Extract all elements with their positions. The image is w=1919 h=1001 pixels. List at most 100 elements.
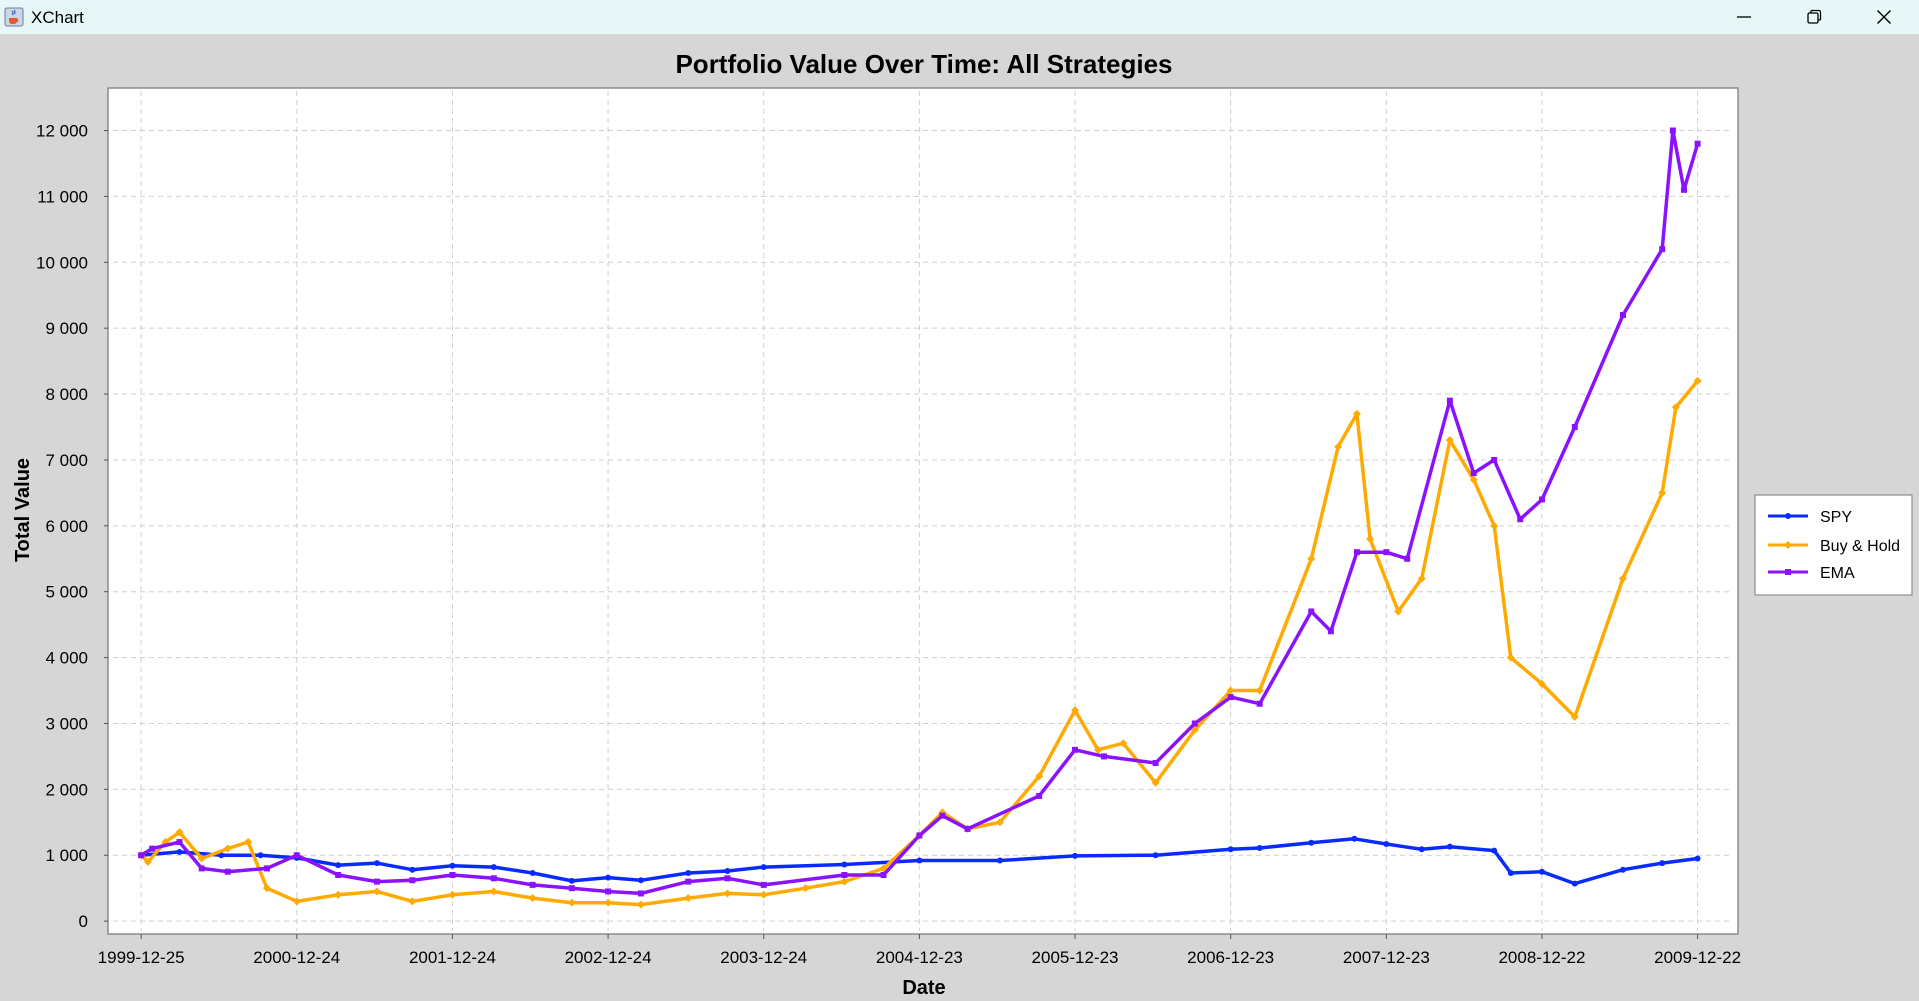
data-point-spy <box>529 870 536 877</box>
data-point-spy <box>568 877 575 884</box>
close-icon <box>1877 10 1891 24</box>
chart-container: 0 1 000 2 000 3 000 4 000 5 000 6 000 7 000 8 00… <box>0 34 1919 1001</box>
data-point-ema <box>1308 608 1315 615</box>
x-tick-label: 2000-12-24 <box>253 948 340 967</box>
data-point-buy-hold <box>759 890 768 899</box>
data-point-spy <box>1152 852 1159 859</box>
data-point-buy-hold <box>1445 436 1454 445</box>
data-point-ema <box>1191 720 1198 727</box>
data-point-ema <box>335 872 342 878</box>
data-point-buy-hold <box>244 838 253 847</box>
data-point-buy-hold <box>448 890 457 899</box>
data-point-ema <box>841 872 848 878</box>
data-point-buy-hold <box>1307 554 1316 563</box>
data-point-ema <box>409 877 416 884</box>
y-tick-label: 4 000 <box>45 649 88 668</box>
data-point-buy-hold <box>1506 653 1515 662</box>
data-point-ema <box>138 852 145 859</box>
data-point-ema <box>1470 470 1477 477</box>
legend-label-spy: SPY <box>1820 509 1852 526</box>
x-axis-title: Date <box>902 977 945 999</box>
data-point-spy <box>1659 860 1666 867</box>
data-point-buy-hold <box>604 898 613 907</box>
data-point-spy <box>1491 847 1498 854</box>
data-point-spy <box>916 857 923 864</box>
x-tick-label: 1999-12-25 <box>98 948 185 967</box>
plot-area <box>107 87 1739 935</box>
y-tick-label: 3 000 <box>45 714 88 733</box>
data-point-spy <box>685 870 692 877</box>
data-point-buy-hold <box>408 897 417 906</box>
data-point-buy-hold <box>723 889 732 898</box>
y-tick-label: 1 000 <box>45 846 88 865</box>
restore-icon <box>1807 9 1822 24</box>
data-point-buy-hold <box>1469 475 1478 484</box>
data-point-ema <box>760 881 767 888</box>
legend-label-buy-hold: Buy & Hold <box>1820 538 1900 555</box>
data-point-spy <box>449 862 456 869</box>
data-point-ema <box>1152 760 1159 766</box>
legend-item-ema: EMA <box>1768 565 1855 582</box>
data-point-ema <box>1571 424 1578 430</box>
line-chart: 0 1 000 2 000 3 000 4 000 5 000 6 000 7 000 8 00… <box>12 49 1913 999</box>
close-button[interactable] <box>1849 0 1919 34</box>
x-tick-label: 2005-12-23 <box>1032 948 1119 967</box>
data-point-ema <box>724 875 731 882</box>
data-point-ema <box>1256 700 1263 707</box>
data-point-buy-hold <box>636 900 645 909</box>
data-point-buy-hold <box>1490 521 1499 530</box>
legend-item-buy-hold: Buy & Hold <box>1768 538 1900 555</box>
data-point-ema <box>1659 246 1666 253</box>
data-point-buy-hold <box>1417 574 1426 583</box>
data-point-spy <box>335 862 342 869</box>
y-tick-label: 12 000 <box>36 122 88 141</box>
x-tick-label: 2003-12-24 <box>720 948 807 967</box>
minimize-button[interactable] <box>1709 0 1779 34</box>
chart-title: Portfolio Value Over Time: All Strategie… <box>675 49 1172 79</box>
y-tick-label: 5 000 <box>45 583 88 602</box>
data-point-spy <box>1619 866 1626 873</box>
data-point-spy <box>490 864 497 871</box>
y-tick-label: 10 000 <box>36 253 88 272</box>
data-point-spy <box>1072 852 1079 859</box>
window-title: XChart <box>31 8 84 27</box>
series-ema <box>138 127 1701 897</box>
data-point-buy-hold <box>1618 574 1627 583</box>
restore-button[interactable] <box>1779 0 1849 34</box>
legend-label-ema: EMA <box>1820 565 1855 582</box>
data-point-spy <box>1256 844 1263 851</box>
data-point-ema <box>939 812 946 819</box>
x-tick-label: 2008-12-22 <box>1498 948 1585 967</box>
data-point-buy-hold <box>840 877 849 886</box>
data-point-ema <box>916 832 923 839</box>
y-axis-title: Total Value <box>12 458 34 562</box>
data-point-buy-hold <box>995 818 1004 827</box>
data-point-ema <box>1619 312 1626 318</box>
data-point-ema <box>1101 753 1108 760</box>
data-point-buy-hold <box>223 844 232 853</box>
data-point-buy-hold <box>1119 739 1128 748</box>
x-tick-label: 2009-12-22 <box>1654 948 1741 967</box>
data-point-spy <box>176 848 183 855</box>
data-point-ema <box>198 865 205 872</box>
legend-marker-spy <box>1785 513 1791 519</box>
data-point-ema <box>263 865 270 872</box>
data-point-buy-hold <box>1671 403 1680 412</box>
data-point-ema <box>1517 516 1524 523</box>
data-point-buy-hold <box>1352 409 1361 418</box>
data-point-buy-hold <box>143 857 152 866</box>
data-point-spy <box>1571 880 1578 887</box>
minimize-icon <box>1737 16 1751 18</box>
data-point-ema <box>293 852 300 859</box>
data-point-buy-hold <box>1693 376 1702 385</box>
data-point-buy-hold <box>1334 442 1343 451</box>
x-tick-label: 2007-12-23 <box>1343 948 1430 967</box>
data-point-ema <box>568 885 575 892</box>
data-point-ema <box>1072 746 1079 753</box>
data-point-spy <box>1446 843 1453 850</box>
data-point-ema <box>529 881 536 888</box>
data-point-ema <box>685 878 692 885</box>
legend: SPY Buy & Hold EMA <box>1754 494 1913 596</box>
java-cup-icon <box>4 7 24 27</box>
data-point-buy-hold <box>292 897 301 906</box>
